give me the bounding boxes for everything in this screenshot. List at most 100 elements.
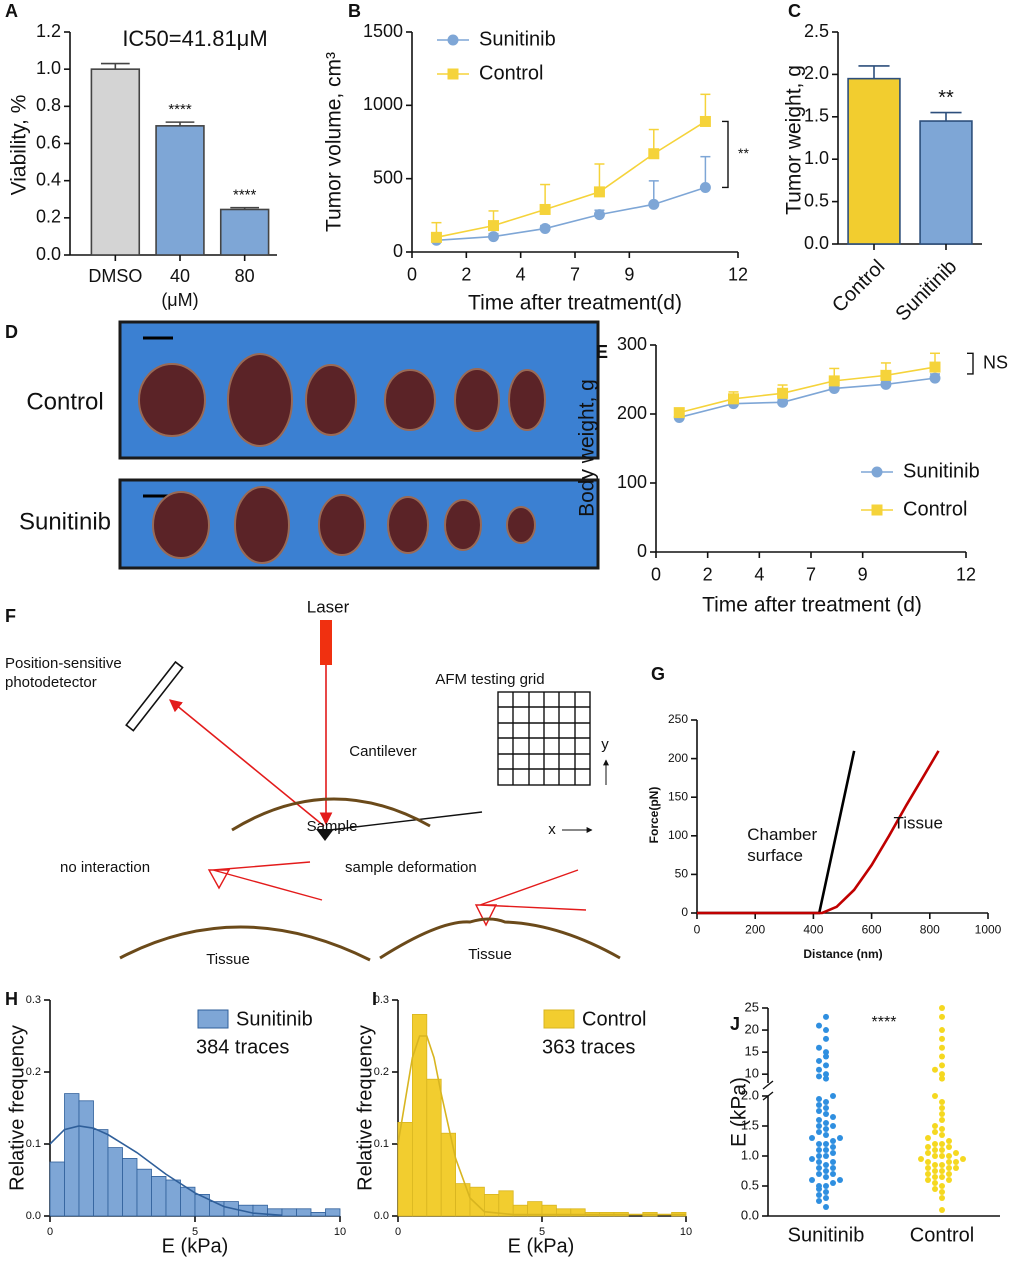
point [939, 1153, 945, 1159]
point [880, 369, 892, 381]
y-tick-label: 0.1 [374, 1138, 389, 1150]
point [816, 1198, 822, 1204]
point [816, 1141, 822, 1147]
y-tick-label: 0.0 [26, 1210, 41, 1222]
afm-grid [497, 691, 591, 786]
y-tick-label: 1.5 [804, 106, 829, 126]
tumor [384, 369, 436, 431]
y-tick-label: 2.0 [804, 63, 829, 83]
tumor [152, 491, 210, 559]
point [932, 1093, 938, 1099]
y-tick-label: 2.5 [804, 21, 829, 41]
bar [847, 77, 901, 245]
panel-label: B [348, 1, 361, 21]
row-label: Sunitinib [19, 508, 111, 535]
point [925, 1165, 931, 1171]
point [830, 1159, 836, 1165]
point [830, 1123, 836, 1129]
point [918, 1156, 924, 1162]
panel-label: A [5, 1, 18, 21]
point [925, 1159, 931, 1165]
bar [397, 1122, 413, 1217]
point [823, 1153, 829, 1159]
point [816, 1096, 822, 1102]
y-tick-label: 25 [745, 999, 759, 1014]
significance: NS [983, 352, 1008, 372]
y-tick-label: 1500 [363, 21, 403, 41]
point [939, 1005, 945, 1011]
tumor [318, 494, 366, 556]
point [946, 1171, 952, 1177]
y-tick-label: 200 [617, 403, 647, 423]
point [939, 1075, 945, 1082]
x-tick-label: Control [910, 1224, 974, 1246]
point [939, 1132, 945, 1138]
x-tick-label: 2 [461, 265, 471, 285]
bar [122, 1158, 138, 1217]
point [823, 1053, 829, 1060]
tissue-label: Tissue [206, 951, 250, 968]
annotation: IC50=41.81μM [122, 26, 267, 51]
x-tick-label: 5 [192, 1226, 198, 1238]
panel-label: D [5, 322, 18, 342]
panel-label: I [372, 989, 377, 1009]
point [673, 407, 685, 419]
point [932, 1066, 938, 1073]
bar [93, 1129, 109, 1217]
x-tick-label: 0 [651, 565, 661, 585]
tumor [508, 369, 546, 431]
series-label: Chamber surface [747, 824, 818, 866]
point [823, 1132, 829, 1138]
point [830, 1114, 836, 1120]
point [946, 1138, 952, 1144]
point [830, 1150, 836, 1156]
point [929, 361, 941, 373]
point [816, 1057, 822, 1064]
point [939, 1027, 945, 1034]
y-tick-label: 100 [617, 472, 647, 492]
point [828, 375, 840, 387]
point [816, 1123, 822, 1129]
y-tick-label: 1.5 [741, 1117, 759, 1132]
point [939, 1141, 945, 1147]
series-label: Tissue [894, 813, 943, 832]
point [953, 1159, 959, 1165]
significance-bracket [722, 120, 729, 189]
x-axis-label: Time after treatment(d) [468, 292, 682, 315]
point [939, 1035, 945, 1042]
series-line [436, 186, 706, 242]
point [925, 1150, 931, 1156]
panel-label: J [730, 1014, 740, 1034]
y-axis-label: Tumor weight, g [783, 65, 806, 215]
point [939, 1174, 945, 1180]
y-axis-label: Tumor volume, cm³ [323, 52, 346, 232]
y-tick-label: 20 [745, 1021, 759, 1036]
y-tick-label: 0.0 [374, 1210, 389, 1222]
point [539, 203, 551, 215]
axis-y-label: y [601, 736, 609, 753]
cantilever-left [207, 861, 323, 901]
x-tick-label: 600 [862, 922, 882, 936]
x-tick-label: 10 [334, 1226, 346, 1238]
point [430, 231, 442, 243]
tumor [305, 364, 357, 436]
x-tick-label: 200 [745, 922, 765, 936]
tumor [138, 363, 206, 437]
significance: ** [938, 87, 954, 109]
point [953, 1150, 959, 1156]
bar [919, 120, 973, 245]
y-tick-label: 0.1 [26, 1138, 41, 1150]
point [925, 1177, 931, 1183]
point [648, 198, 660, 210]
point [830, 1144, 836, 1150]
point [539, 223, 551, 235]
grid-label: AFM testing grid [435, 671, 544, 688]
point [830, 1093, 836, 1099]
bar [498, 1190, 514, 1217]
y-axis-label: Viability, % [8, 95, 31, 196]
bar [155, 125, 205, 256]
point [939, 1183, 945, 1189]
x-tick-label: 40 [170, 266, 190, 286]
bar [411, 1014, 428, 1217]
